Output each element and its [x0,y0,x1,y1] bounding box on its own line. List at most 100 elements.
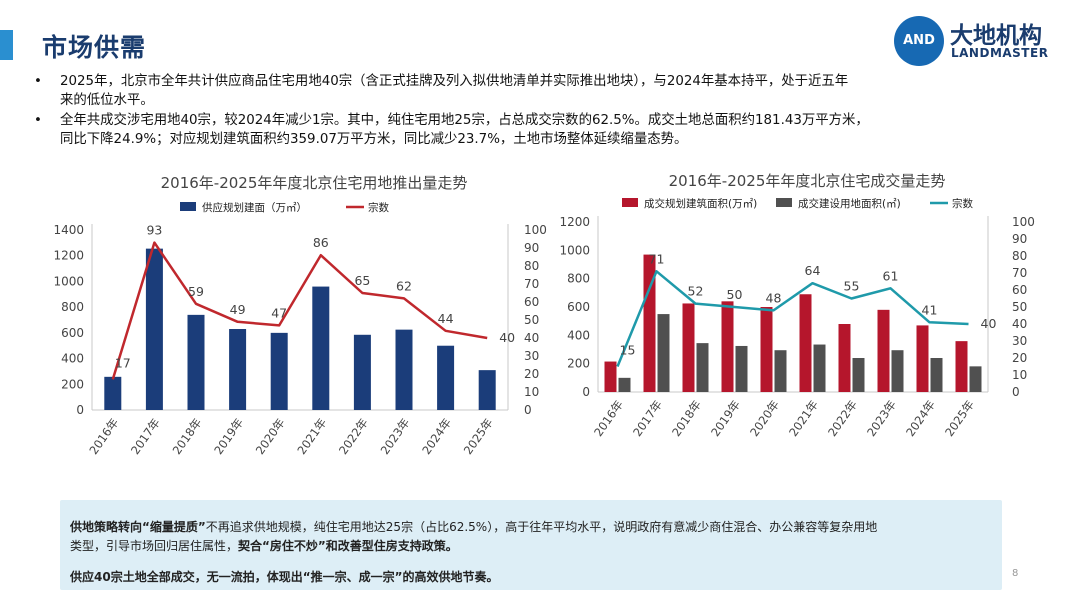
y-tick-label: 600 [567,300,590,314]
series-line [616,270,969,367]
note-line-1: 供地策略转向“缩量提质”不再追求供地规模，纯住宅用地达25宗（占比62.5%），… [70,518,877,536]
data-label: 40 [981,316,997,331]
x-tick-label: 2022年 [336,416,371,457]
bar [104,376,122,410]
y2-tick-label: 10 [524,385,539,399]
bar [696,343,709,392]
x-tick-label: 2021年 [786,398,821,439]
data-label: 65 [354,273,370,288]
y2-tick-label: 40 [524,331,539,345]
bar [852,358,865,392]
bar [799,294,812,392]
bar [735,345,748,392]
data-label: 59 [188,284,204,299]
data-label: 49 [230,302,246,317]
legend-label: 成交规划建筑面积(万㎡) [644,197,757,210]
y2-tick-label: 60 [1012,283,1027,297]
y-tick-label: 400 [567,328,590,342]
y2-tick-label: 100 [524,223,547,237]
y-tick-label: 1200 [53,249,84,263]
y2-tick-label: 50 [1012,300,1027,314]
y2-tick-label: 80 [524,259,539,273]
y2-tick-label: 80 [1012,249,1027,263]
page-number: 8 [1012,568,1019,579]
data-label: 41 [922,302,938,317]
y-tick-label: 0 [582,385,590,399]
note-line-3: 供应40宗土地全部成交，无一流拍，体现出“推一宗、成一宗”的高效供地节奏。 [70,568,498,586]
y2-tick-label: 60 [524,295,539,309]
bar [760,307,773,392]
data-label: 44 [438,311,454,326]
insight-note-box: 供地策略转向“缩量提质”不再追求供地规模，纯住宅用地达25宗（占比62.5%），… [60,500,1002,590]
y-tick-label: 200 [567,357,590,371]
x-tick-label: 2025年 [942,398,977,439]
data-label: 48 [766,290,782,305]
bullet-line: 同比下降24.9%；对应规划建筑面积约359.07万平方米，同比减少23.7%，… [60,132,688,147]
series-line [111,241,488,380]
x-tick-label: 2020年 [747,398,782,439]
y-tick-label: 800 [567,272,590,286]
note-text: 契合“房住不炒” [238,539,326,553]
note-text: 供应40宗土地全部成交，无一流拍，体现出“推一宗、成一宗”的高效供地节奏。 [70,570,499,584]
x-tick-label: 2018年 [669,398,704,439]
bar [721,301,734,392]
bar [187,314,205,410]
bar [838,324,851,392]
x-tick-label: 2025年 [461,416,496,457]
y2-tick-label: 90 [524,241,539,255]
note-text: 不再追求供地规模，纯住宅用地达25宗（占比62.5%），高于往年平均水平，说明政… [205,520,878,534]
bullet-item: • 2025年，北京市全年共计供应商品住宅用地40宗（含正式挂牌及列入拟供地清单… [34,72,1034,110]
bar [604,361,617,392]
bar [145,248,163,410]
data-label: 15 [620,343,636,358]
logo-mark-icon: AND [894,16,944,66]
bar [618,377,631,392]
page-title: 市场供需 [42,33,147,62]
summary-bullets: • 2025年，北京市全年共计供应商品住宅用地40宗（含正式挂牌及列入拟供地清单… [34,72,1034,150]
chart-title: 2016年-2025年年度北京住宅成交量走势 [669,172,946,190]
y-tick-label: 1000 [53,274,84,288]
x-tick-label: 2020年 [253,416,288,457]
y2-tick-label: 100 [1012,215,1035,229]
x-tick-label: 2018年 [170,416,205,457]
y2-tick-label: 10 [1012,368,1027,382]
bar [478,370,496,410]
data-label: 86 [313,235,329,250]
note-text: “缩量提质” [142,520,206,534]
y2-tick-label: 30 [1012,334,1027,348]
y2-tick-label: 0 [524,403,532,417]
bar [955,341,968,392]
y-tick-label: 200 [61,377,84,391]
bar [437,345,455,410]
x-tick-label: 2024年 [903,398,938,439]
bar [916,325,929,392]
logo-english-name: LANDMASTER [951,46,1049,60]
y-tick-label: 1200 [559,215,590,229]
bar [657,314,670,392]
bullet-marker: • [34,74,42,89]
bullet-line: 2025年，北京市全年共计供应商品住宅用地40宗（含正式挂牌及列入拟供地清单并实… [60,74,849,89]
x-tick-label: 2023年 [378,416,413,457]
data-label: 47 [271,305,287,320]
data-label: 40 [499,330,515,345]
transaction-chart: 2016年-2025年年度北京住宅成交量走势成交规划建筑面积(万㎡) 成交建设用地… [558,162,1068,472]
supply-chart: 2016年-2025年年度北京住宅用地推出量走势 供应规划建面（万㎡） 宗数 0 200… [40,162,560,472]
legend-swatch [622,198,638,207]
bar [229,329,247,410]
y2-tick-label: 20 [1012,351,1027,365]
legend-label: 成交建设用地面积(㎡) [798,197,901,210]
y2-tick-label: 50 [524,313,539,327]
bar [682,303,695,392]
legend-swatch [180,202,196,211]
data-label: 55 [844,279,860,294]
legend-label: 宗数 [368,201,389,214]
data-label: 17 [115,355,131,370]
y-tick-label: 400 [61,352,84,366]
x-tick-label: 2016年 [591,398,626,439]
y-tick-label: 800 [61,300,84,314]
data-label: 62 [396,278,412,293]
y2-tick-label: 70 [524,277,539,291]
x-tick-label: 2017年 [630,398,665,439]
x-tick-label: 2019年 [708,398,743,439]
